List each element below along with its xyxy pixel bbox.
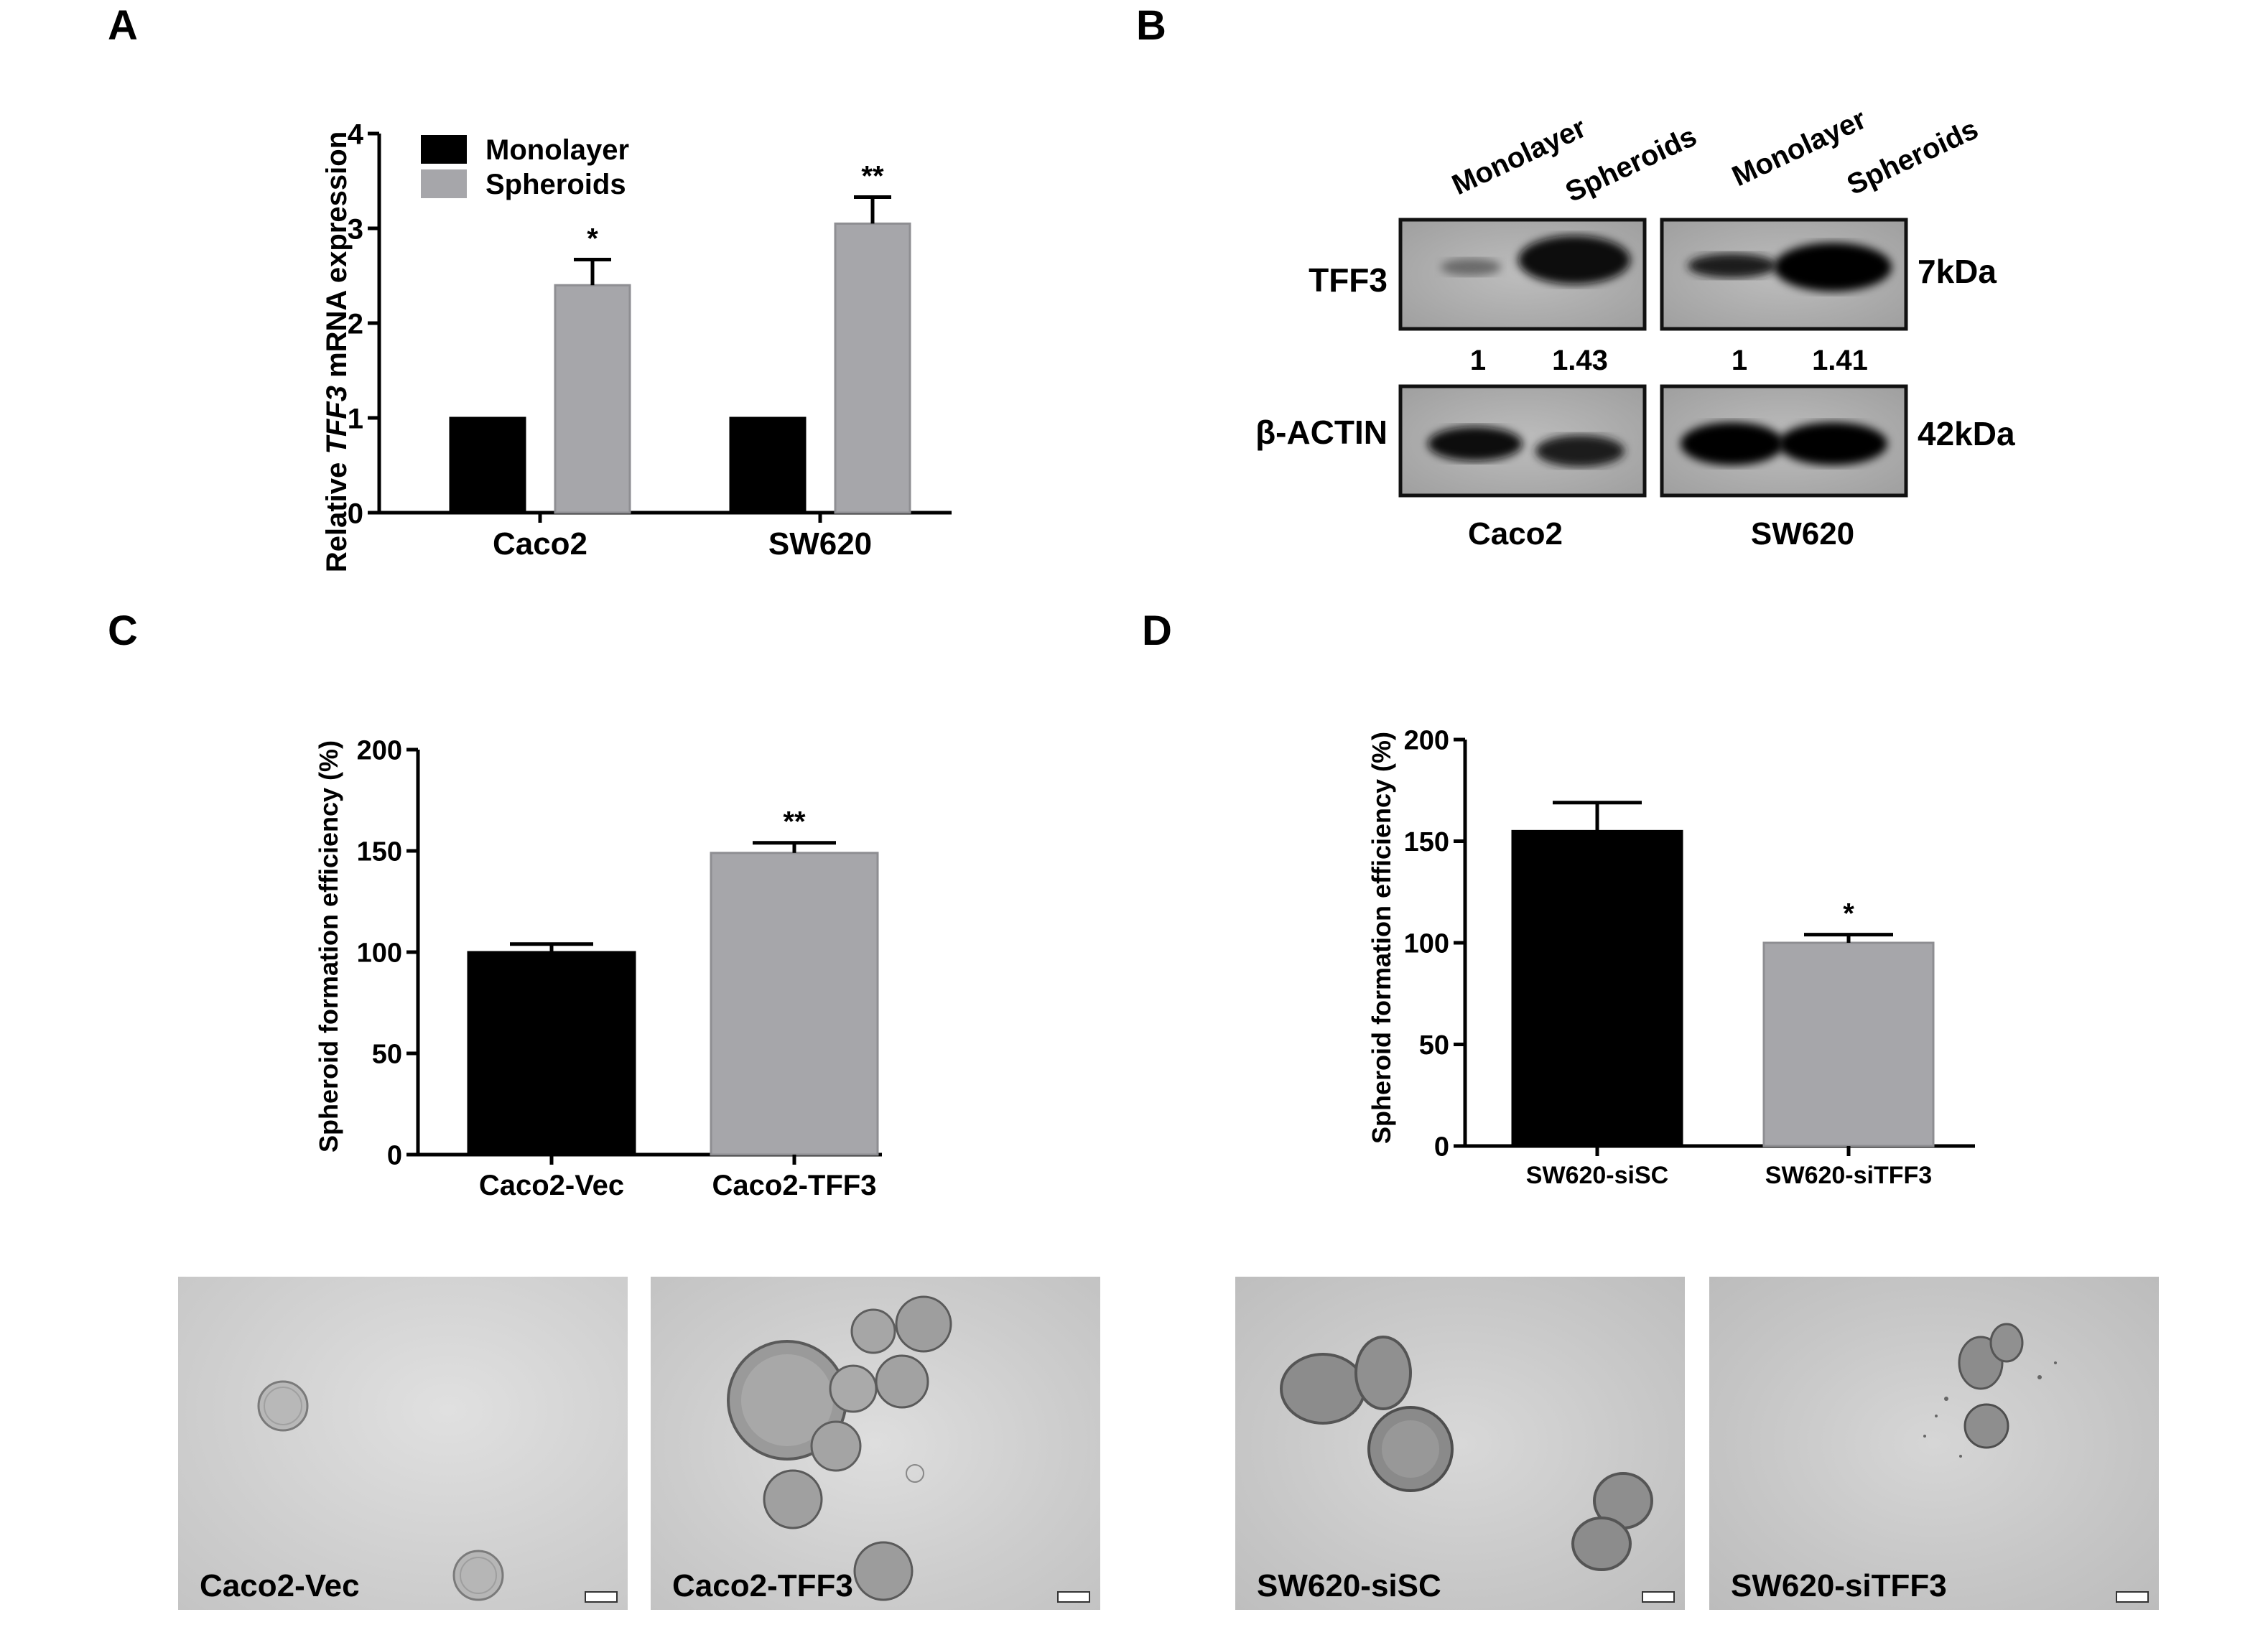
significance-marker: ** [861, 160, 884, 192]
panel-letter-c: C [108, 607, 138, 654]
y-tick-label: 200 [1404, 726, 1449, 756]
scale-bar [1057, 1591, 1090, 1603]
y-tick-label: 50 [1419, 1030, 1449, 1061]
micrograph-label: Caco2-TFF3 [672, 1568, 853, 1603]
cell-line-caco2: Caco2 [1468, 516, 1563, 551]
row-label-actin: β-ACTIN [1255, 414, 1388, 451]
western-blot: Monolayer Spheroids Monolayer Spheroids … [1255, 103, 2015, 551]
micrograph-sw620-sitff3: SW620-siTFF3 [1709, 1277, 2159, 1610]
chart-a-ylabel: Relative TFF3 mRNA expression [321, 131, 353, 572]
x-tick-label: Caco2-Vec [479, 1170, 624, 1201]
y-tick-label: 150 [357, 837, 402, 867]
chart-c: Spheroid formation efficiency (%) 0 50 100… [314, 736, 882, 1201]
scale-bar [2116, 1591, 2149, 1603]
x-tick-label: SW620 [768, 526, 872, 562]
chart-a: Relative TFF3 mRNA expression MonolayerS… [321, 118, 952, 572]
bar [710, 852, 879, 1156]
significance-marker: * [587, 223, 598, 255]
micrograph-sw620-sisc: SW620-siSC [1235, 1277, 1685, 1610]
cell-line-sw620: SW620 [1751, 516, 1854, 551]
bar [834, 222, 911, 514]
band-actin-3 [1681, 422, 1784, 465]
micrograph-label: SW620-siTFF3 [1731, 1568, 1947, 1603]
panel-letter-b: B [1136, 2, 1166, 49]
bar [1511, 829, 1683, 1147]
band-actin-2 [1535, 435, 1625, 467]
spheroids-caco2-vec [257, 1380, 504, 1601]
micrograph-caco2-vec: Caco2-Vec [178, 1277, 628, 1610]
quant-1: 1 [1470, 345, 1486, 376]
spheroids-sw620-sisc [1280, 1336, 1653, 1571]
quant-4: 1.41 [1812, 345, 1868, 376]
spheroids-caco2-tff3 [727, 1295, 952, 1601]
y-tick-label: 1 [348, 403, 363, 434]
band-tff3-3 [1688, 253, 1777, 278]
micrograph-caco2-tff3: Caco2-TFF3 [651, 1277, 1100, 1610]
quant-2: 1.43 [1552, 345, 1608, 376]
scale-bar [1642, 1591, 1675, 1603]
legend-swatch [421, 135, 467, 164]
panel-letter-a: A [108, 2, 138, 49]
quant-3: 1 [1732, 345, 1747, 376]
y-tick-label: 0 [387, 1141, 402, 1171]
significance-marker: * [1843, 898, 1854, 930]
kda-label-tff3: 7kDa [1918, 253, 1997, 290]
spheroids-sw620-sitff3 [1923, 1323, 2057, 1458]
band-tff3-4 [1774, 243, 1892, 292]
bar [1762, 941, 1935, 1147]
y-tick-label: 0 [348, 498, 363, 529]
significance-marker: ** [783, 806, 806, 838]
bar [449, 416, 526, 514]
band-actin-1 [1428, 427, 1523, 461]
row-label-tff3: TFF3 [1309, 261, 1388, 299]
y-tick-label: 4 [348, 118, 364, 150]
bar [467, 951, 636, 1156]
micrograph-label: Caco2-Vec [200, 1568, 360, 1603]
y-tick-label: 50 [372, 1040, 402, 1070]
kda-label-actin: 42kDa [1918, 415, 2015, 452]
y-tick-label: 3 [348, 213, 363, 245]
y-tick-label: 200 [357, 736, 402, 766]
x-tick-label: Caco2-TFF3 [712, 1170, 877, 1201]
bar [554, 284, 631, 514]
chart-c-ylabel: Spheroid formation efficiency (%) [314, 740, 343, 1152]
y-tick-label: 2 [348, 308, 363, 340]
band-actin-4 [1778, 422, 1887, 465]
y-tick-label: 0 [1434, 1132, 1449, 1163]
micrograph-label: SW620-siSC [1257, 1568, 1441, 1603]
band-tff3-2 [1518, 236, 1630, 284]
band-tff3-1 [1441, 258, 1501, 276]
y-tick-label: 100 [357, 938, 402, 969]
x-tick-label: SW620-siTFF3 [1765, 1162, 1932, 1189]
panel-letter-d: D [1142, 607, 1172, 654]
legend-swatch [421, 169, 467, 198]
y-tick-label: 150 [1404, 827, 1449, 857]
chart-d: Spheroid formation efficiency (%) 0 50 100… [1367, 726, 1975, 1189]
x-tick-label: SW620-siSC [1526, 1162, 1668, 1189]
chart-d-ylabel: Spheroid formation efficiency (%) [1367, 732, 1396, 1144]
scale-bar [585, 1591, 618, 1603]
legend-label: Monolayer [485, 134, 629, 166]
legend-label: Spheroids [485, 169, 626, 200]
x-tick-label: Caco2 [493, 526, 587, 562]
bar [729, 416, 807, 514]
y-tick-label: 100 [1404, 929, 1449, 959]
